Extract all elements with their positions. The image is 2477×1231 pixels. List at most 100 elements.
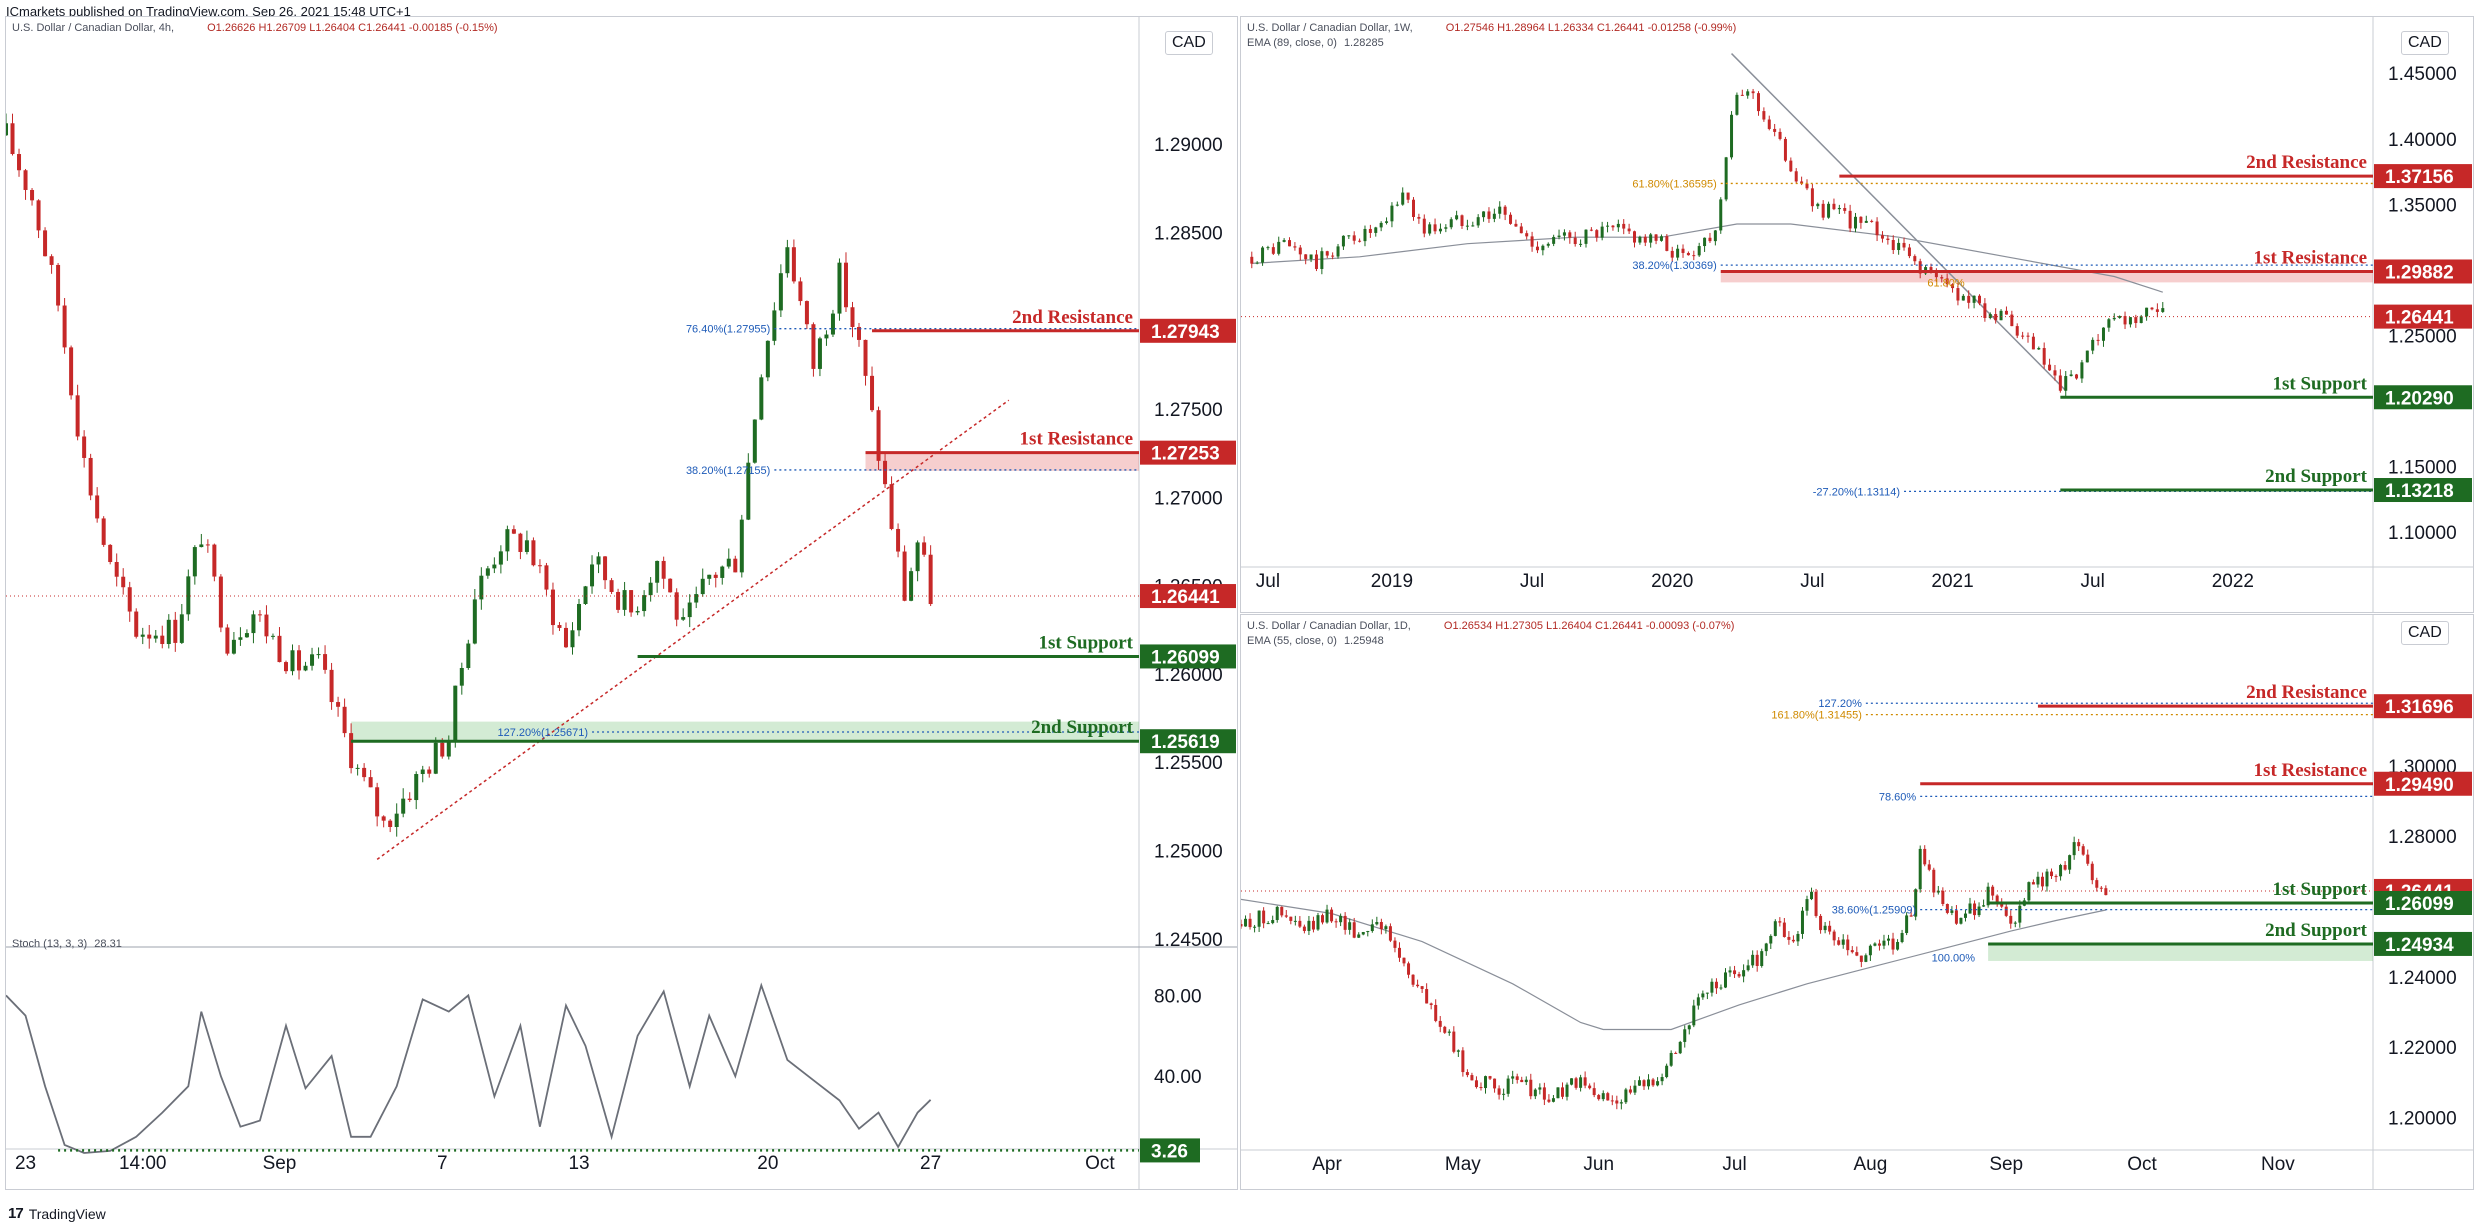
chart-panel-4h[interactable]: 1.290001.285001.275001.270001.265001.260… xyxy=(5,16,1238,1190)
candle-body xyxy=(459,667,464,686)
candle-body xyxy=(342,706,347,734)
candle-body xyxy=(2009,915,2013,924)
candle-body xyxy=(1843,207,1847,211)
candle-body xyxy=(49,256,54,265)
candle-body xyxy=(1923,848,1927,865)
candle-body xyxy=(928,554,933,605)
candle-body xyxy=(1330,909,1334,922)
ema-line xyxy=(1241,898,2106,1031)
ema-price-box xyxy=(2374,890,2472,915)
candle-body xyxy=(700,578,705,595)
time-tick-label: 2020 xyxy=(1651,571,1693,592)
candle-body xyxy=(1791,939,1795,942)
candle-body xyxy=(2086,854,2090,864)
level-price-label: 1.13218 xyxy=(2385,481,2454,502)
candle-body xyxy=(1988,314,1992,318)
candle-body xyxy=(1814,891,1818,916)
candle-body xyxy=(2134,317,2138,324)
level-zone xyxy=(351,721,1139,742)
candle-body xyxy=(225,627,230,654)
candle-body xyxy=(1769,935,1773,944)
candle-body xyxy=(127,587,132,612)
candle-body xyxy=(17,154,22,171)
chart-panel-1w[interactable]: 1.450001.400001.350001.300001.250001.200… xyxy=(1240,16,2474,613)
candle-body xyxy=(427,769,432,774)
candle-body xyxy=(407,798,412,801)
candle-body xyxy=(1579,1077,1583,1088)
candle-body xyxy=(1503,206,1507,215)
time-tick-label: 23 xyxy=(15,1153,36,1174)
fib-label: 78.60% xyxy=(1879,791,1917,803)
candle-body xyxy=(355,767,360,769)
candle-body xyxy=(1482,211,1486,218)
currency-label[interactable]: CAD xyxy=(2401,621,2449,645)
candle-body xyxy=(43,230,48,257)
candle-body xyxy=(1282,240,1286,242)
candle-body xyxy=(453,685,458,741)
candle-body xyxy=(583,586,588,604)
candle-body xyxy=(1649,234,1653,243)
chart-panel-1d[interactable]: 1.30000 1.28000 1.24000 1.22000 1.20000 Apr Ma… xyxy=(1240,614,2474,1190)
symbol-title: U.S. Dollar / Canadian Dollar, 4h, xyxy=(12,22,175,34)
candle-body xyxy=(2155,309,2159,312)
footer-brand[interactable]: 17 TradingView xyxy=(8,1205,106,1222)
currency-label[interactable]: CAD xyxy=(1165,31,1213,55)
candle-body xyxy=(661,560,666,579)
level-price-label: 1.27943 xyxy=(1151,322,1220,343)
candle-body xyxy=(1579,243,1583,245)
candle-body xyxy=(1488,1076,1492,1079)
candle-body xyxy=(140,634,145,637)
price-tick-label: 1.45000 xyxy=(2388,64,2457,85)
candle-body xyxy=(1905,915,1909,934)
candle-body xyxy=(1918,261,1922,274)
candle-body xyxy=(492,564,497,569)
ohlc-values: O1.27546 H1.28964 L1.26334 C1.26441 -0.0… xyxy=(1445,22,1737,34)
price-tick-label: 1.27500 xyxy=(1154,400,1223,421)
candle-body xyxy=(1411,199,1415,218)
candle-body xyxy=(1497,1088,1501,1095)
currency-label[interactable]: CAD xyxy=(2401,31,2449,55)
candle-body xyxy=(1945,903,1949,913)
candle-body xyxy=(1730,114,1734,158)
candle-body xyxy=(1433,224,1437,232)
candle-body xyxy=(511,529,516,534)
candle-body xyxy=(1961,295,1965,301)
candle-body xyxy=(2145,307,2149,317)
chart-1w-svg[interactable]: 1.450001.400001.350001.300001.250001.200… xyxy=(1241,17,2473,612)
candle-body xyxy=(1331,255,1335,257)
candle-body xyxy=(1325,251,1329,256)
candle-body xyxy=(2099,887,2103,889)
candle-body xyxy=(1551,1098,1555,1102)
candle-body xyxy=(1325,909,1329,923)
candle-body xyxy=(2072,842,2076,856)
level-price-box xyxy=(2374,931,2472,956)
candle-body xyxy=(1659,236,1663,241)
candle-body xyxy=(1967,295,1971,303)
candle-body xyxy=(1837,940,1841,945)
fib-label: -27.20%(1.13114) xyxy=(1813,486,1900,498)
candle-body xyxy=(1827,203,1831,218)
candle-body xyxy=(244,633,249,638)
price-tick-label: 1.28500 xyxy=(1154,223,1223,244)
candle-body xyxy=(791,247,796,282)
candle-body xyxy=(277,635,282,663)
time-tick-label: Jun xyxy=(1583,1154,1614,1175)
candle-body xyxy=(173,619,178,643)
candle-body xyxy=(1456,1050,1460,1052)
candle-body xyxy=(1565,1084,1569,1097)
candle-body xyxy=(1973,903,1977,916)
candle-body xyxy=(1284,915,1288,917)
candle-body xyxy=(1887,938,1891,941)
candle-body xyxy=(1471,225,1475,227)
stoch-level-box xyxy=(1140,1138,1200,1163)
candle-body xyxy=(1334,921,1338,923)
last-price-label: 1.26441 xyxy=(2385,308,2454,329)
candle-body xyxy=(1597,1095,1601,1100)
candle-body xyxy=(857,326,862,340)
candle-body xyxy=(1762,111,1766,120)
chart-4h-svg[interactable]: 1.290001.285001.275001.270001.265001.260… xyxy=(6,17,1237,1189)
candle-body xyxy=(1321,915,1325,923)
candle-body xyxy=(1951,284,1955,289)
candle-body xyxy=(1429,1003,1433,1005)
